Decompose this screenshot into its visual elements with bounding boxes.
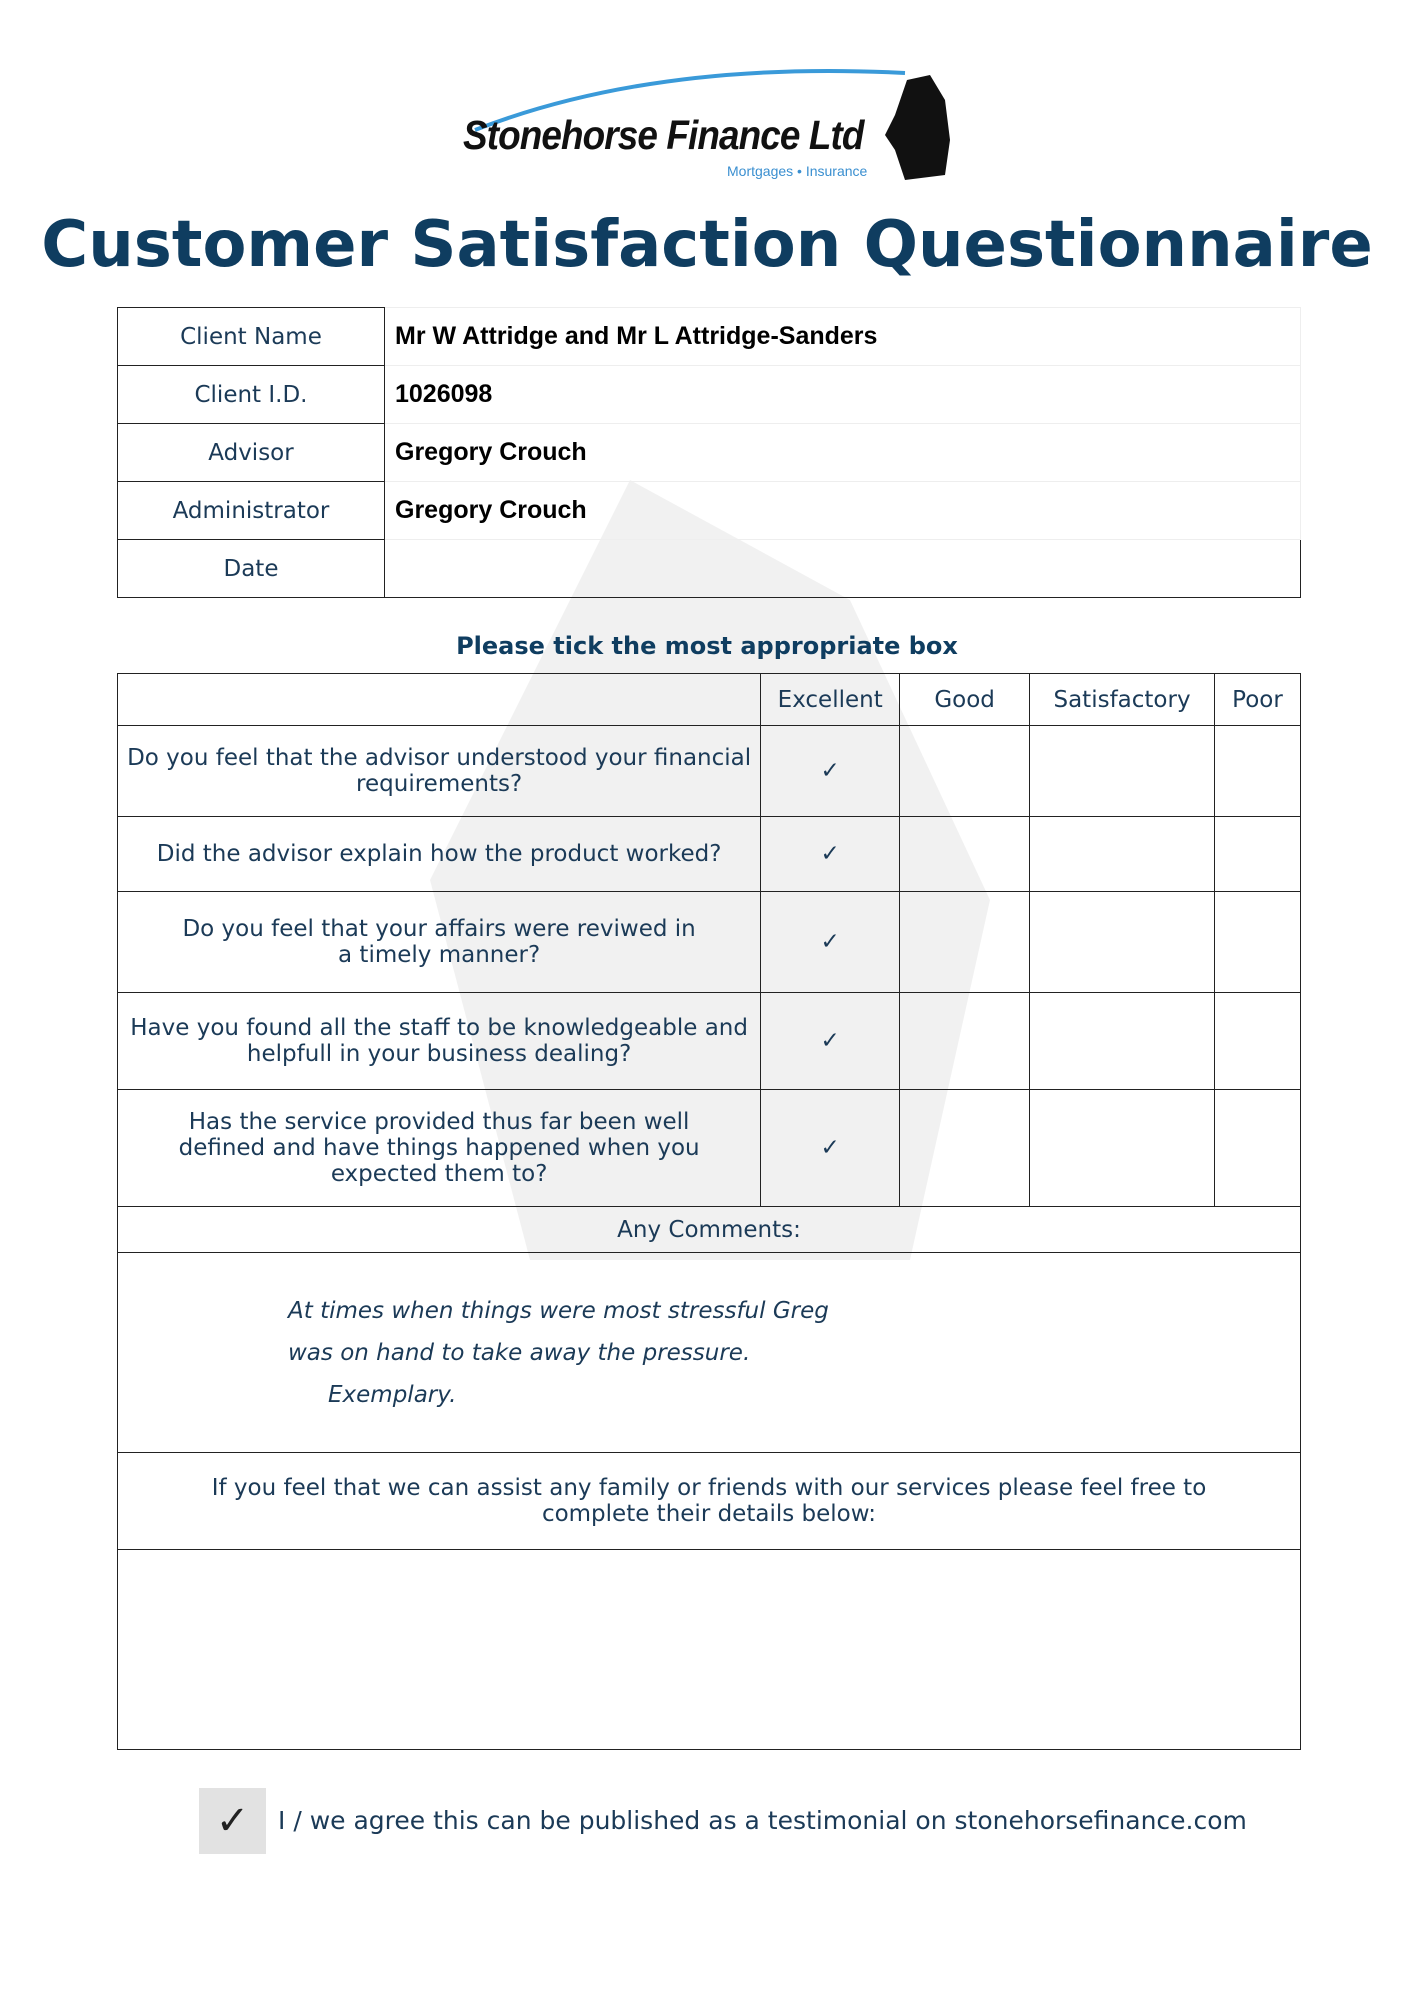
testimonial-label: I / we agree this can be published as a …	[278, 1806, 1247, 1835]
comments-box[interactable]: At times when things were most stressful…	[117, 1252, 1301, 1453]
tick-excellent[interactable]: ✓	[760, 891, 901, 993]
tick-poor[interactable]	[1214, 1089, 1301, 1207]
page-title: Customer Satisfaction Questionnaire	[41, 208, 1373, 282]
question-text: Do you feel that the advisor understood …	[116, 725, 762, 817]
comment-line: was on hand to take away the pressure.	[288, 1339, 751, 1366]
question-row: Have you found all the staff to be knowl…	[116, 992, 1301, 1090]
question-row: Has the service provided thus far been w…	[116, 1089, 1301, 1207]
tick-excellent[interactable]: ✓	[760, 992, 901, 1090]
info-row: Client Name Mr W Attridge and Mr L Attrid…	[117, 307, 1301, 366]
column-header: Good	[899, 673, 1031, 726]
column-header: Excellent	[760, 673, 901, 726]
testimonial-checkbox[interactable]: ✓	[199, 1788, 266, 1854]
info-label: Date	[117, 539, 385, 598]
info-row: Administrator Gregory Crouch	[117, 481, 1301, 540]
comment-line: At times when things were most stressful…	[288, 1297, 829, 1324]
comments-label: Any Comments:	[117, 1206, 1301, 1253]
tick-poor[interactable]	[1214, 725, 1301, 817]
logo-tagline: Mortgages • Insurance	[727, 163, 868, 179]
info-label: Client Name	[117, 307, 385, 366]
question-row: Do you feel that your affairs were reviw…	[116, 891, 1301, 993]
column-header: Poor	[1214, 673, 1301, 726]
tick-good[interactable]	[899, 992, 1031, 1090]
tick-satisfactory[interactable]	[1029, 891, 1215, 993]
info-label: Administrator	[117, 481, 385, 540]
tick-satisfactory[interactable]	[1029, 816, 1215, 892]
tick-satisfactory[interactable]	[1029, 725, 1215, 817]
tick-poor[interactable]	[1214, 992, 1301, 1090]
question-row: Do you feel that the advisor understood …	[116, 725, 1301, 817]
tick-good[interactable]	[899, 816, 1031, 892]
logo-swoosh-horse	[474, 68, 950, 180]
tick-good[interactable]	[899, 891, 1031, 993]
tick-satisfactory[interactable]	[1029, 1089, 1215, 1207]
advisor-field[interactable]: Gregory Crouch	[384, 423, 1301, 482]
info-label: Client I.D.	[117, 365, 385, 424]
referral-text: If you feel that we can assist any famil…	[117, 1452, 1301, 1550]
client-id-field[interactable]: 1026098	[384, 365, 1301, 424]
info-label: Advisor	[117, 423, 385, 482]
administrator-field[interactable]: Gregory Crouch	[384, 481, 1301, 540]
tick-excellent[interactable]: ✓	[760, 1089, 901, 1207]
client-name-field[interactable]: Mr W Attridge and Mr L Attridge-Sanders	[384, 307, 1301, 366]
tick-poor[interactable]	[1214, 816, 1301, 892]
client-info-table: Client Name Mr W Attridge and Mr L Attrid…	[117, 307, 1301, 598]
info-row: Client I.D. 1026098	[117, 365, 1301, 424]
blank-header	[116, 673, 762, 726]
tick-poor[interactable]	[1214, 891, 1301, 993]
question-row: Did the advisor explain how the product …	[116, 816, 1301, 892]
tick-satisfactory[interactable]	[1029, 992, 1215, 1090]
instruction: Please tick the most appropriate box	[456, 632, 958, 660]
tick-excellent[interactable]: ✓	[760, 725, 901, 817]
logo-name: Stonehorse Finance Ltd	[463, 112, 864, 158]
tick-excellent[interactable]: ✓	[760, 816, 901, 892]
question-text: Have you found all the staff to be knowl…	[116, 992, 762, 1090]
info-row: Advisor Gregory Crouch	[117, 423, 1301, 482]
question-text: Do you feel that your affairs were reviw…	[116, 891, 762, 993]
tick-good[interactable]	[899, 1089, 1031, 1207]
date-field[interactable]	[384, 539, 1301, 598]
info-row: Date	[117, 539, 1301, 598]
question-text: Did the advisor explain how the product …	[116, 816, 762, 892]
question-text: Has the service provided thus far been w…	[116, 1089, 762, 1207]
column-header: Satisfactory	[1029, 673, 1215, 726]
referral-details-box[interactable]	[117, 1549, 1301, 1750]
comment-line: Exemplary.	[328, 1381, 457, 1408]
ratings-table: Excellent Good Satisfactory Poor Do you …	[116, 673, 1301, 1750]
tick-good[interactable]	[899, 725, 1031, 817]
